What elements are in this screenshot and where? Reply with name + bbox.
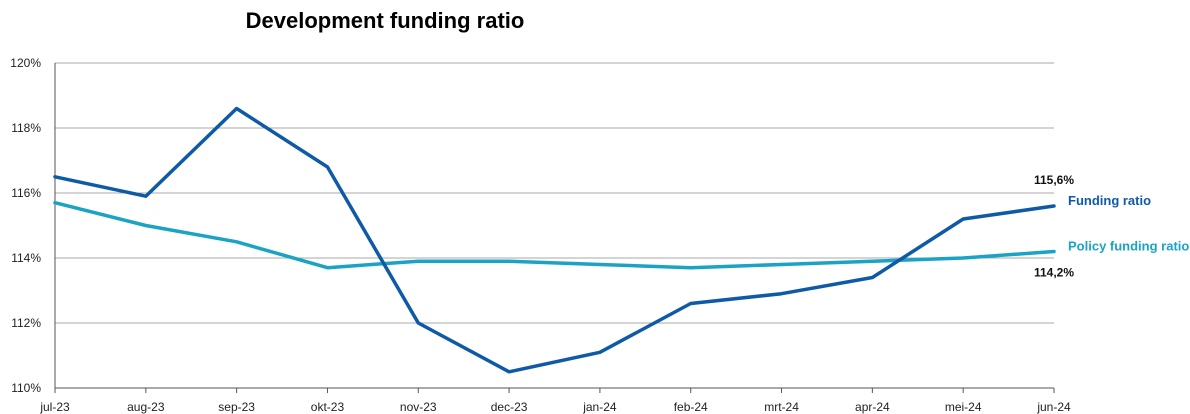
legend-policy-funding-ratio: Policy funding ratio <box>1068 239 1189 254</box>
x-tick-label: mrt-24 <box>764 400 799 414</box>
x-tick-label: dec-23 <box>491 400 528 414</box>
x-tick-label: feb-24 <box>674 400 708 414</box>
x-tick-label: jun-24 <box>1036 400 1071 414</box>
y-tick-label: 110% <box>11 381 41 395</box>
y-tick-label: 118% <box>11 121 41 135</box>
x-tick-label: nov-23 <box>400 400 437 414</box>
y-tick-label: 112% <box>11 316 41 330</box>
x-tick-label: jul-23 <box>39 400 70 414</box>
funding-ratio-end-label: 115,6% <box>1034 173 1074 187</box>
x-tick-label: aug-23 <box>127 400 165 414</box>
y-tick-label: 116% <box>11 186 41 200</box>
policy-funding-ratio-end-label: 114,2% <box>1034 266 1074 280</box>
policy-funding-ratio-line <box>53 200 1056 270</box>
y-tick-label: 114% <box>11 251 41 265</box>
x-tick-label: jan-24 <box>582 400 617 414</box>
legend-funding-ratio: Funding ratio <box>1068 193 1151 208</box>
x-tick-label: apr-24 <box>855 400 890 414</box>
x-tick-label: sep-23 <box>218 400 255 414</box>
x-tick-label: okt-23 <box>311 400 345 414</box>
funding-ratio-line <box>53 106 1056 374</box>
x-tick-label: mei-24 <box>945 400 982 414</box>
y-tick-label: 120% <box>10 56 41 70</box>
chart-title: Development funding ratio <box>245 8 525 33</box>
